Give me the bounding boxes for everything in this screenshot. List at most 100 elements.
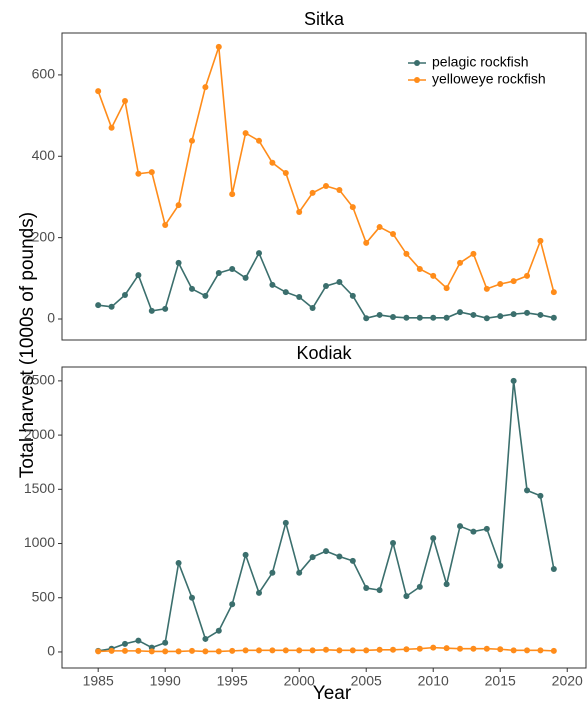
- point: [309, 189, 316, 196]
- point: [403, 646, 410, 653]
- point: [550, 647, 557, 654]
- point: [202, 84, 209, 91]
- point: [242, 130, 249, 137]
- point: [188, 647, 195, 654]
- legend-label: pelagic rockfish: [432, 54, 529, 70]
- point: [296, 647, 303, 654]
- point: [550, 566, 557, 573]
- point: [256, 250, 263, 257]
- point: [390, 313, 397, 320]
- point: [162, 639, 169, 646]
- x-tick-label: 1985: [83, 673, 114, 689]
- y-tick-label: 600: [32, 66, 56, 82]
- point: [470, 250, 477, 257]
- point: [256, 137, 263, 144]
- point: [524, 309, 531, 316]
- x-tick-label: 2010: [418, 673, 449, 689]
- point: [443, 285, 450, 292]
- x-tick-label: 1990: [150, 673, 181, 689]
- point: [390, 539, 397, 546]
- point: [416, 583, 423, 590]
- point: [403, 250, 410, 257]
- point: [269, 647, 276, 654]
- point: [148, 169, 155, 176]
- point: [470, 311, 477, 318]
- y-tick-label: 1500: [24, 480, 55, 496]
- point: [443, 314, 450, 321]
- point: [108, 647, 115, 654]
- point: [349, 557, 356, 564]
- point: [269, 159, 276, 166]
- point: [162, 648, 169, 655]
- point: [229, 601, 236, 608]
- point: [135, 272, 142, 279]
- point: [443, 645, 450, 652]
- point: [309, 647, 316, 654]
- point: [457, 259, 464, 266]
- point: [188, 594, 195, 601]
- point: [376, 224, 383, 231]
- point: [483, 525, 490, 532]
- point: [376, 646, 383, 653]
- point: [296, 294, 303, 301]
- x-tick-label: 2005: [351, 673, 382, 689]
- point: [336, 187, 343, 194]
- point: [363, 584, 370, 591]
- panel-title: Sitka: [304, 9, 345, 29]
- point: [242, 274, 249, 281]
- point: [256, 647, 263, 654]
- y-tick-label: 500: [32, 588, 56, 604]
- point: [483, 285, 490, 292]
- point: [323, 182, 330, 189]
- point: [497, 281, 504, 288]
- point: [121, 97, 128, 104]
- point: [550, 314, 557, 321]
- point: [215, 627, 222, 634]
- point: [524, 647, 531, 654]
- point: [108, 303, 115, 310]
- point: [215, 648, 222, 655]
- point: [95, 88, 102, 95]
- point: [416, 645, 423, 652]
- point: [336, 553, 343, 560]
- point: [175, 648, 182, 655]
- point: [323, 283, 330, 290]
- point: [242, 551, 249, 558]
- panel-title: Kodiak: [296, 343, 352, 363]
- point: [363, 647, 370, 654]
- point: [175, 202, 182, 209]
- point: [269, 281, 276, 288]
- point: [229, 265, 236, 272]
- point: [390, 646, 397, 653]
- point: [430, 535, 437, 542]
- point: [148, 307, 155, 314]
- point: [457, 523, 464, 530]
- point: [215, 270, 222, 277]
- point: [336, 278, 343, 285]
- point: [537, 647, 544, 654]
- series-line: [98, 380, 555, 652]
- point: [537, 492, 544, 499]
- point: [215, 43, 222, 50]
- panel-border: [61, 366, 587, 669]
- point: [470, 528, 477, 535]
- point: [282, 519, 289, 526]
- point: [510, 647, 517, 654]
- point: [282, 289, 289, 296]
- point: [229, 647, 236, 654]
- y-tick-label: 400: [32, 147, 56, 163]
- point: [457, 645, 464, 652]
- point: [510, 377, 517, 384]
- point: [121, 647, 128, 654]
- point: [108, 124, 115, 131]
- y-tick-label: 0: [47, 643, 55, 659]
- y-tick-label: 200: [32, 228, 56, 244]
- x-tick-label: 2020: [552, 673, 583, 689]
- point: [296, 209, 303, 216]
- point: [175, 259, 182, 266]
- y-tick-label: 2000: [24, 426, 55, 442]
- point: [457, 309, 464, 316]
- point: [403, 314, 410, 321]
- panel-border: [61, 32, 587, 341]
